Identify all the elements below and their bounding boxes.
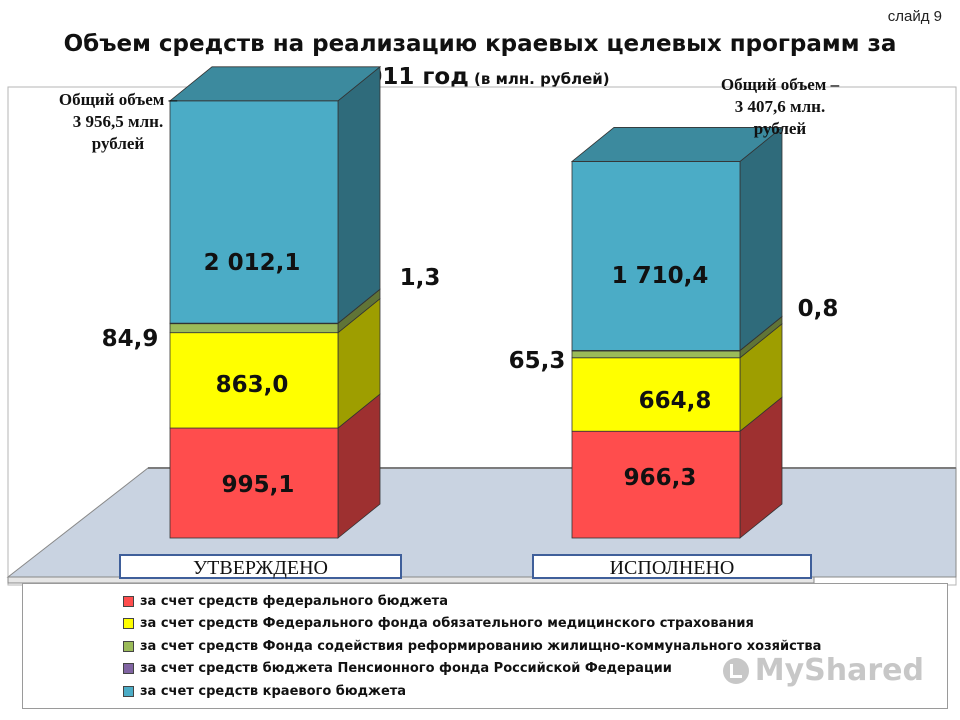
category-label-0: УТВЕРЖДЕНО [193, 557, 328, 579]
data-label-ffoms-1: 664,8 [639, 388, 712, 414]
legend-label-pension: за счет средств бюджета Пенсионного фонд… [140, 661, 672, 677]
category-label-1: ИСПОЛНЕНО [610, 557, 735, 579]
data-label-fund_housing-1: 65,3 [509, 348, 566, 374]
chart-legend: за счет средств федерального бюджета за … [22, 583, 948, 709]
total-approved-line-2: 3 956,5 млн. [72, 112, 164, 131]
bar-top-0 [168, 66, 382, 102]
slide-number: слайд 9 [887, 8, 942, 25]
data-label-regional-1: 1 710,4 [612, 263, 709, 289]
legend-item-housing-fund: за счет средств Фонда содействия реформи… [123, 635, 947, 658]
title-line-1: Объем средств на реализацию краевых целе… [63, 31, 897, 57]
bar-side-regional-1 [739, 126, 783, 352]
bar-side-regional-0 [337, 65, 381, 324]
bar-regional-1 [571, 161, 741, 351]
legend-item-regional: за счет средств краевого бюджета [123, 680, 947, 703]
total-approved-line-3: рублей [91, 134, 145, 153]
legend-item-pension: за счет средств бюджета Пенсионного фонд… [123, 658, 947, 681]
total-approved-line-1: Общий объем – [58, 90, 178, 109]
watermark-logo: MyShared [722, 653, 924, 688]
category-box-1 [532, 554, 812, 579]
total-executed: Общий объем – 3 407,6 млн. рублей [700, 74, 860, 140]
total-executed-line-1: Общий объем – [720, 75, 840, 94]
bar-top-1 [570, 127, 784, 162]
data-label-fund_housing-0: 84,9 [102, 326, 159, 352]
bar-federal-1 [571, 430, 741, 539]
data-label-regional-0: 2 012,1 [204, 250, 301, 276]
bar-federal-0 [169, 427, 339, 539]
legend-swatch-regional [123, 685, 134, 697]
legend-swatch-housing-fund [123, 640, 134, 652]
legend-label-federal: за счет средств федерального бюджета [140, 593, 448, 609]
total-approved: Общий объем – 3 956,5 млн. рублей [38, 89, 198, 155]
title-unit: (в млн. рублей) [468, 70, 610, 88]
legend-label-housing-fund: за счет средств Фонда содействия реформи… [140, 638, 822, 654]
data-label-ffoms-0: 863,0 [216, 372, 289, 398]
legend-swatch-federal [123, 595, 134, 607]
data-label-federal-0: 995,1 [222, 472, 295, 498]
data-label-federal-1: 966,3 [624, 465, 697, 491]
legend-label-regional: за счет средств краевого бюджета [140, 683, 407, 699]
data-label-pension-1: 0,8 [798, 296, 839, 322]
legend-swatch-pension [123, 663, 134, 675]
legend-item-ffoms: за счет средств Федерального фонда обяза… [123, 613, 947, 636]
category-box-0 [119, 554, 402, 579]
bar-fund_housing-1 [571, 350, 741, 359]
bar-ffoms-0 [169, 332, 339, 429]
watermark-icon [722, 657, 749, 684]
watermark-text: MyShared [754, 653, 924, 688]
bar-fund_housing-0 [169, 322, 339, 334]
legend-item-federal: за счет средств федерального бюджета [123, 590, 947, 613]
bar-ffoms-1 [571, 357, 741, 432]
data-label-pension-0: 1,3 [400, 265, 441, 291]
total-executed-line-2: 3 407,6 млн. [734, 97, 826, 116]
legend-label-ffoms: за счет средств Федерального фонда обяза… [140, 616, 754, 632]
total-executed-line-3: рублей [753, 119, 807, 138]
legend-swatch-ffoms [123, 618, 134, 630]
